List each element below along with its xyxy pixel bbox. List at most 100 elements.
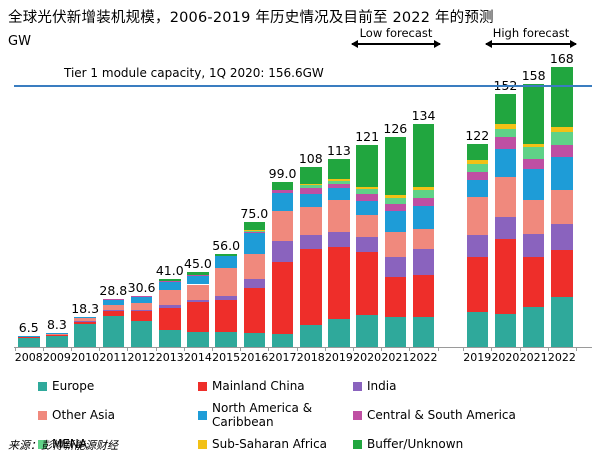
x-axis-tick-label-16: 2020 xyxy=(491,351,520,364)
x-axis-tick-11 xyxy=(324,348,326,351)
bar-2015-segment-other-asia xyxy=(215,268,237,297)
legend-item-buffer-unknown: Buffer/Unknown xyxy=(353,437,538,451)
bar-2015-segment-north-america-caribbean xyxy=(215,256,237,269)
x-axis-tick-label-17: 2021 xyxy=(519,351,548,364)
bar-2020-segment-india xyxy=(356,237,378,252)
bar-2020-high-segment-north-america-caribbean xyxy=(494,149,517,177)
x-axis-tick-0 xyxy=(14,348,16,351)
bar-total-label-8: 75.0 xyxy=(240,206,269,221)
bar-2016-segment-europe xyxy=(243,333,266,347)
bar-2011-segment-other-asia xyxy=(102,304,125,311)
bar-2017-segment-central-south-america xyxy=(271,190,294,193)
bar-2011-segment-india xyxy=(102,310,125,311)
bar-2017-segment-other-asia xyxy=(271,211,294,241)
legend-label-mena: MENA xyxy=(52,437,88,451)
bar-2022-high-segment-buffer-unknown xyxy=(551,67,573,127)
bar-2016-segment-sub-saharan-africa xyxy=(243,230,266,231)
bar-total-label-3: 28.8 xyxy=(99,283,128,298)
bar-total-label-6: 45.0 xyxy=(184,256,212,271)
bar-2021-segment-north-america-caribbean xyxy=(384,211,407,232)
bar-2015-segment-mainland-china xyxy=(215,299,237,332)
bar-2022-segment-central-south-america xyxy=(412,198,435,206)
x-axis-tick-label-8: 2016 xyxy=(240,351,269,364)
x-axis-tick-label-3: 2011 xyxy=(99,351,128,364)
bar-2014-segment-mainland-china xyxy=(187,302,209,332)
bar-2019-segment-other-asia xyxy=(328,200,350,232)
x-axis-tick-7 xyxy=(212,348,214,351)
bar-2019-high-segment-mena xyxy=(466,164,488,172)
x-axis-tick-8 xyxy=(240,348,242,351)
bar-2021-segment-other-asia xyxy=(384,232,407,257)
bar-2021-high-segment-central-south-america xyxy=(522,159,545,169)
bar-2013-segment-buffer-unknown xyxy=(159,278,181,281)
bar-2018-segment-central-south-america xyxy=(300,188,322,194)
bar-total-label-1: 8.3 xyxy=(46,317,67,333)
legend-item-other-asia: Other Asia xyxy=(38,401,198,429)
bar-total-label-4: 30.6 xyxy=(127,280,156,295)
bar-2020-high-segment-india xyxy=(494,217,517,239)
bar-total-label-0: 6.5 xyxy=(18,320,39,336)
x-axis-tick-label-11: 2019 xyxy=(324,351,353,364)
bar-2011-segment-north-america-caribbean xyxy=(102,299,125,305)
bar-2020-segment-north-america-caribbean xyxy=(356,201,378,215)
legend-label-mainland-china: Mainland China xyxy=(212,379,305,393)
bar-2020-segment-europe xyxy=(356,315,378,347)
legend-swatch-buffer-unknown xyxy=(353,439,362,449)
bar-2019-high-segment-europe xyxy=(466,312,488,347)
legend-label-other-asia: Other Asia xyxy=(52,408,116,422)
bar-2008-segment-europe xyxy=(18,337,40,347)
bar-2020-segment-other-asia xyxy=(356,215,378,237)
legend-item-central-south-america: Central & South America xyxy=(353,401,538,429)
legend-swatch-other-asia xyxy=(38,410,47,420)
x-axis-tick-label-6: 2014 xyxy=(183,351,212,364)
bar-2012-segment-mainland-china xyxy=(130,311,153,321)
bar-2019-segment-europe xyxy=(328,318,350,347)
bar-2022-high-segment-mena xyxy=(551,132,573,145)
bar-2019-segment-buffer-unknown xyxy=(328,158,350,179)
bar-total-label-9: 99.0 xyxy=(268,166,297,181)
bar-2022-segment-india xyxy=(412,249,435,275)
x-axis-tick-9 xyxy=(268,348,270,351)
legend-label-north-america-caribbean: North America & Caribbean xyxy=(212,401,313,429)
legend-swatch-central-south-america xyxy=(353,410,362,420)
bar-2010-segment-other-asia xyxy=(74,318,96,321)
x-axis-tick-label-9: 2017 xyxy=(268,351,297,364)
bar-total-label-14: 134 xyxy=(411,107,436,123)
bar-2022-segment-other-asia xyxy=(412,229,435,249)
bar-2010-segment-mainland-china xyxy=(74,321,96,324)
x-axis-tick-4 xyxy=(127,348,129,351)
x-axis-tick-17 xyxy=(519,348,521,351)
bar-2009-segment-other-asia xyxy=(46,333,68,335)
bar-total-label-2: 18.3 xyxy=(71,300,100,316)
legend-swatch-india xyxy=(353,381,362,391)
bar-2015-segment-europe xyxy=(215,332,237,347)
bar-2022-high-segment-north-america-caribbean xyxy=(551,157,573,190)
bar-2016-segment-mena xyxy=(243,231,266,232)
bar-2021-high-segment-north-america-caribbean xyxy=(522,169,545,200)
bar-2020-segment-mena xyxy=(356,189,378,194)
x-axis-tick-label-12: 2020 xyxy=(353,351,382,364)
bar-2015-segment-buffer-unknown xyxy=(215,253,237,257)
bar-2008-segment-other-asia xyxy=(18,336,40,337)
bar-2018-segment-mainland-china xyxy=(300,249,322,325)
bar-total-label-5: 41.0 xyxy=(155,262,184,278)
bar-2014-segment-other-asia xyxy=(187,284,209,301)
x-axis-tick-label-7: 2015 xyxy=(212,351,241,364)
bar-2019-segment-mena xyxy=(328,181,350,184)
legend-swatch-sub-saharan-africa xyxy=(198,439,207,449)
bar-2019-segment-mainland-china xyxy=(328,247,350,319)
legend-item-europe: Europe xyxy=(38,379,198,393)
bar-total-label-18: 168 xyxy=(549,51,574,66)
legend-label-india: India xyxy=(367,379,397,393)
low-forecast-arrow xyxy=(351,40,441,47)
bar-2022-segment-sub-saharan-africa xyxy=(412,187,435,190)
bar-2019-high-segment-india xyxy=(466,235,488,257)
bar-2021-segment-india xyxy=(384,257,407,277)
bar-2018-segment-other-asia xyxy=(300,207,322,235)
legend-item-mainland-china: Mainland China xyxy=(198,379,353,393)
bar-2021-high-segment-mena xyxy=(522,147,545,159)
bar-2021-segment-buffer-unknown xyxy=(384,137,407,195)
high-forecast-arrow xyxy=(485,40,577,47)
bar-2016-segment-other-asia xyxy=(243,254,266,279)
bar-2022-segment-europe xyxy=(412,317,435,347)
